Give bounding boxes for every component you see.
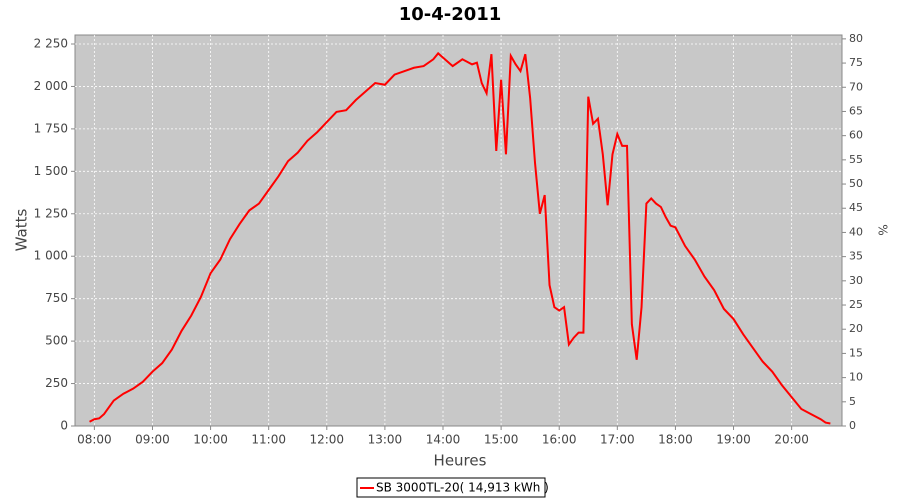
y2-tick-label: 30 — [849, 274, 863, 287]
x-tick-label: 19:00 — [716, 433, 751, 447]
y-tick-label: 750 — [45, 291, 68, 305]
y2-tick-label: 80 — [849, 32, 863, 45]
x-tick-label: 09:00 — [135, 433, 170, 447]
y2-tick-label: 50 — [849, 177, 863, 190]
x-tick-label: 10:00 — [193, 433, 228, 447]
y2-tick-label: 70 — [849, 80, 863, 93]
x-tick-label: 08:00 — [77, 433, 112, 447]
y2-tick-label: 15 — [849, 346, 863, 359]
y2-tick-label: 45 — [849, 201, 863, 214]
x-tick-label: 18:00 — [658, 433, 693, 447]
x-tick-label: 20:00 — [774, 433, 809, 447]
x-tick-label: 12:00 — [309, 433, 344, 447]
y-tick-label: 0 — [60, 419, 68, 433]
x-tick-label: 16:00 — [542, 433, 577, 447]
x-tick-label: 14:00 — [426, 433, 461, 447]
y-tick-label: 1 250 — [34, 206, 68, 220]
x-axis-label: Heures — [434, 452, 487, 470]
y2-tick-label: 55 — [849, 153, 863, 166]
chart-title: 10-4-2011 — [399, 4, 502, 25]
x-tick-label: 11:00 — [251, 433, 286, 447]
y2-tick-label: 60 — [849, 129, 863, 142]
y-tick-label: 1 750 — [34, 121, 68, 135]
plot-area — [74, 34, 843, 427]
y2-tick-label: 75 — [849, 56, 863, 69]
y-axis-label: Watts — [13, 209, 31, 252]
y-tick-label: 250 — [45, 376, 68, 390]
y2-tick-label: 5 — [849, 395, 856, 408]
x-tick-label: 15:00 — [484, 433, 519, 447]
legend-label: SB 3000TL-20( 14,913 kWh ) — [376, 481, 549, 495]
y-tick-label: 500 — [45, 334, 68, 348]
x-tick-label: 17:00 — [600, 433, 635, 447]
y2-tick-label: 40 — [849, 225, 863, 238]
series-line — [89, 51, 831, 425]
legend — [356, 477, 546, 498]
y2-tick-label: 20 — [849, 322, 863, 335]
y2-tick-label: 35 — [849, 250, 863, 263]
x-tick-label: 13:00 — [368, 433, 403, 447]
y2-tick-label: 65 — [849, 104, 863, 117]
y-tick-label: 1 500 — [34, 164, 68, 178]
y2-axis-label: % — [876, 224, 890, 235]
y2-tick-label: 10 — [849, 371, 863, 384]
y2-tick-label: 0 — [849, 419, 856, 432]
y2-tick-label: 25 — [849, 298, 863, 311]
y-tick-label: 2 250 — [34, 36, 68, 50]
y-tick-label: 1 000 — [34, 249, 68, 263]
y-tick-label: 2 000 — [34, 79, 68, 93]
